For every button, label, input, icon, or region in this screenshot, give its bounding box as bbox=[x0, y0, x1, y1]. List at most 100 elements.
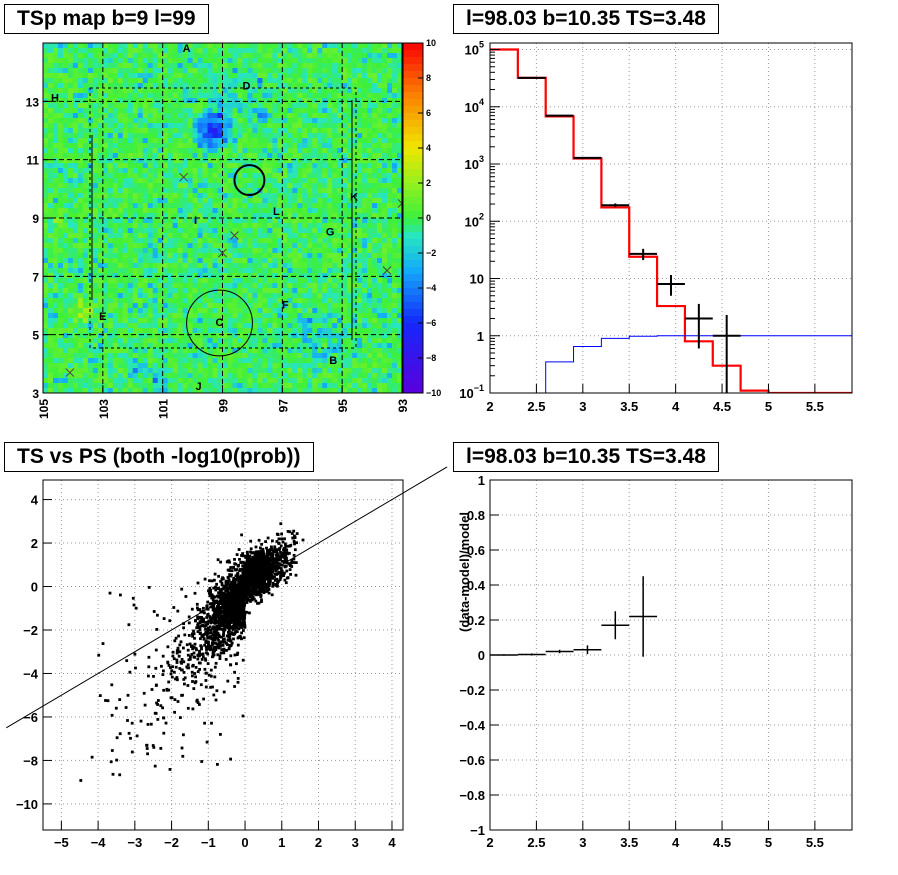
heatmap-cell bbox=[222, 388, 228, 394]
heatmap-cell bbox=[317, 258, 323, 264]
heatmap-cell bbox=[297, 58, 303, 64]
heatmap-cell bbox=[367, 193, 373, 199]
heatmap-cell bbox=[47, 73, 54, 79]
heatmap-cell bbox=[137, 228, 144, 234]
heatmap-cell bbox=[267, 158, 273, 164]
heatmap-cell bbox=[197, 93, 203, 99]
heatmap-cell bbox=[87, 113, 94, 119]
heatmap-cell bbox=[187, 63, 193, 69]
heatmap-cell bbox=[67, 368, 74, 374]
heatmap-cell bbox=[57, 213, 64, 219]
heatmap-cell bbox=[327, 373, 333, 379]
heatmap-cell bbox=[92, 123, 99, 129]
heatmap-cell bbox=[342, 363, 348, 369]
heatmap-cell bbox=[142, 118, 149, 124]
heatmap-cell bbox=[47, 103, 54, 109]
heatmap-cell bbox=[47, 113, 54, 119]
heatmap-cell bbox=[207, 128, 213, 134]
heatmap-cell bbox=[257, 343, 263, 349]
heatmap-cell bbox=[212, 118, 218, 124]
heatmap-cell bbox=[312, 118, 318, 124]
heatmap-cell bbox=[102, 108, 109, 114]
heatmap-cell bbox=[147, 113, 154, 119]
heatmap-cell bbox=[152, 148, 159, 154]
heatmap-cell bbox=[322, 113, 328, 119]
heatmap-cell bbox=[392, 243, 398, 249]
heatmap-cell bbox=[157, 238, 164, 244]
heatmap-cell bbox=[137, 98, 144, 104]
heatmap-cell bbox=[167, 73, 174, 79]
heatmap-cell bbox=[377, 223, 383, 229]
heatmap-cell bbox=[257, 218, 263, 224]
heatmap-cell bbox=[87, 298, 94, 304]
heatmap-cell bbox=[337, 323, 343, 329]
heatmap-cell bbox=[43, 353, 49, 359]
heatmap-cell bbox=[132, 343, 139, 349]
heatmap-cell bbox=[222, 283, 228, 289]
heatmap-cell bbox=[217, 98, 223, 104]
heatmap-cell bbox=[182, 48, 188, 54]
heatmap-cell bbox=[112, 93, 119, 99]
heatmap-cell bbox=[387, 168, 393, 174]
heatmap-cell bbox=[337, 193, 343, 199]
heatmap-cell bbox=[82, 318, 89, 324]
heatmap-cell bbox=[237, 138, 243, 144]
heatmap-cell bbox=[207, 338, 213, 344]
heatmap-cell bbox=[347, 363, 353, 369]
heatmap-cell bbox=[332, 233, 338, 239]
heatmap-cell bbox=[277, 348, 283, 354]
heatmap-cell bbox=[52, 108, 59, 114]
heatmap-cell bbox=[332, 273, 338, 279]
heatmap-cell bbox=[322, 293, 328, 299]
heatmap-cell bbox=[317, 333, 323, 339]
heatmap-cell bbox=[187, 308, 193, 314]
heatmap-cell bbox=[182, 158, 188, 164]
heatmap-cell bbox=[47, 383, 54, 389]
heatmap-cell bbox=[392, 318, 398, 324]
heatmap-cell bbox=[352, 358, 358, 364]
heatmap-cell bbox=[232, 48, 238, 54]
heatmap-cell bbox=[377, 58, 383, 64]
heatmap-cell bbox=[47, 58, 54, 64]
heatmap-cell bbox=[207, 368, 213, 374]
heatmap-cell bbox=[327, 263, 333, 269]
heatmap-cell bbox=[222, 128, 228, 134]
heatmap-cell bbox=[372, 148, 378, 154]
heatmap-cell bbox=[142, 103, 149, 109]
heatmap-cell bbox=[302, 198, 308, 204]
heatmap-cell bbox=[122, 58, 129, 64]
heatmap-cell bbox=[127, 368, 134, 374]
heatmap-cell bbox=[92, 248, 99, 254]
heatmap-cell bbox=[162, 198, 169, 204]
heatmap-cell bbox=[342, 258, 348, 264]
heatmap-cell bbox=[372, 48, 378, 54]
heatmap-cell bbox=[372, 223, 378, 229]
heatmap-cell bbox=[312, 223, 318, 229]
heatmap-cell bbox=[43, 343, 49, 349]
heatmap-cell bbox=[92, 113, 99, 119]
heatmap-cell bbox=[172, 188, 179, 194]
heatmap-cell bbox=[362, 258, 368, 264]
heatmap-cell bbox=[327, 58, 333, 64]
heatmap-cell bbox=[342, 243, 348, 249]
heatmap-cell bbox=[242, 93, 248, 99]
heatmap-cell bbox=[392, 323, 398, 329]
heatmap-cell bbox=[142, 163, 149, 169]
heatmap-cell bbox=[302, 378, 308, 384]
heatmap-cell bbox=[297, 358, 303, 364]
heatmap-cell bbox=[347, 133, 353, 139]
heatmap-cell bbox=[52, 158, 59, 164]
heatmap-cell bbox=[342, 73, 348, 79]
heatmap-cell bbox=[207, 143, 213, 149]
heatmap-cell bbox=[217, 103, 223, 109]
heatmap-cell bbox=[67, 353, 74, 359]
heatmap-cell bbox=[62, 163, 69, 169]
heatmap-cell bbox=[157, 258, 164, 264]
heatmap-cell bbox=[197, 343, 203, 349]
heatmap-cell bbox=[247, 158, 253, 164]
heatmap-cell bbox=[277, 128, 283, 134]
heatmap-cell bbox=[282, 268, 288, 274]
heatmap-cell bbox=[317, 253, 323, 259]
heatmap-cell bbox=[277, 308, 283, 314]
heatmap-cell bbox=[132, 258, 139, 264]
